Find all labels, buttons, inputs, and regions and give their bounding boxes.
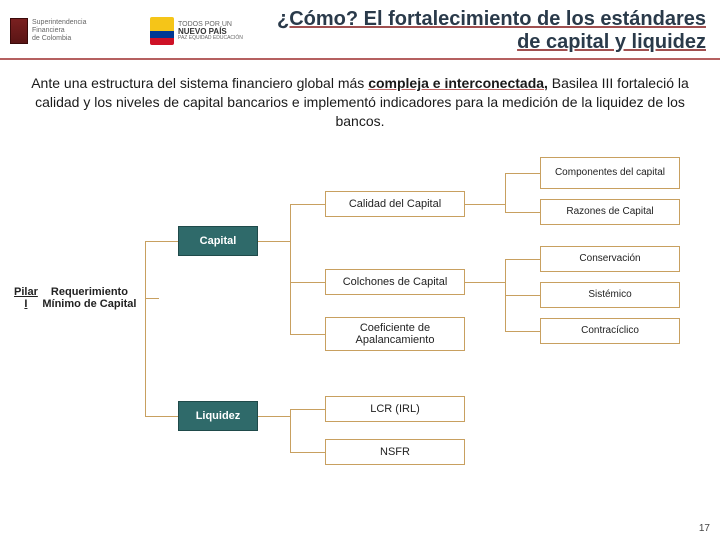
connector-14 [505,173,506,212]
connector-5 [290,204,291,334]
node-razones: Razones de Capital [540,199,680,225]
connector-6 [290,204,325,205]
connector-19 [505,259,540,260]
node-calidad: Calidad del Capital [325,191,465,217]
slide-header: Superintendencia Financiera de Colombia … [0,0,720,60]
logo-nuevo-pais: TODOS POR UN NUEVO PAÍS PAZ EQUIDAD EDUC… [150,15,250,47]
logo-line: Financiera [32,27,87,35]
connector-11 [290,409,325,410]
connector-10 [290,409,291,452]
logo-superfinanciera: Superintendencia Financiera de Colombia [10,15,140,47]
logo-bar-icon [10,18,28,44]
connector-4 [258,241,290,242]
node-liquidez: Liquidez [178,401,258,431]
slide-subtitle: Ante una estructura del sistema financie… [0,60,720,141]
connector-2 [145,416,178,417]
node-pilar: Pilar IRequerimiento Mínimo de Capital [10,271,145,326]
slide-title: ¿Cómo? El fortalecimiento de los estánda… [250,8,710,54]
connector-20 [505,295,540,296]
subtitle-emph: compleja e interconectada, [368,75,548,91]
connector-0 [145,241,159,416]
node-capital: Capital [178,226,258,256]
node-nsfr: NSFR [325,439,465,465]
subtitle-pre: Ante una estructura del sistema financie… [31,75,368,91]
logo-center-text: TODOS POR UN NUEVO PAÍS PAZ EQUIDAD EDUC… [178,21,243,42]
connector-1 [145,241,178,242]
connector-15 [505,173,540,174]
node-componentes: Componentes del capital [540,157,680,189]
node-coef: Coeficiente de Apalancamiento [325,317,465,351]
node-colchones: Colchones de Capital [325,269,465,295]
logo-left-text: Superintendencia Financiera de Colombia [32,19,87,42]
connector-3 [145,298,159,299]
connector-13 [465,204,505,205]
hierarchy-diagram: Pilar IRequerimiento Mínimo de Capital Ca… [10,141,710,491]
connector-9 [258,416,290,417]
logo-line: de Colombia [32,35,87,43]
connector-16 [505,212,540,213]
node-lcr: LCR (IRL) [325,396,465,422]
connector-21 [505,331,540,332]
connector-8 [290,334,325,335]
colombia-flag-icon [150,17,174,45]
logo-line: Superintendencia [32,19,87,27]
page-number: 17 [699,523,710,534]
node-conserv: Conservación [540,246,680,272]
connector-12 [290,452,325,453]
logo-line: PAZ EQUIDAD EDUCACIÓN [178,36,243,41]
connector-17 [465,282,505,283]
node-sistemico: Sistémico [540,282,680,308]
node-contra: Contracíclico [540,318,680,344]
connector-7 [290,282,325,283]
